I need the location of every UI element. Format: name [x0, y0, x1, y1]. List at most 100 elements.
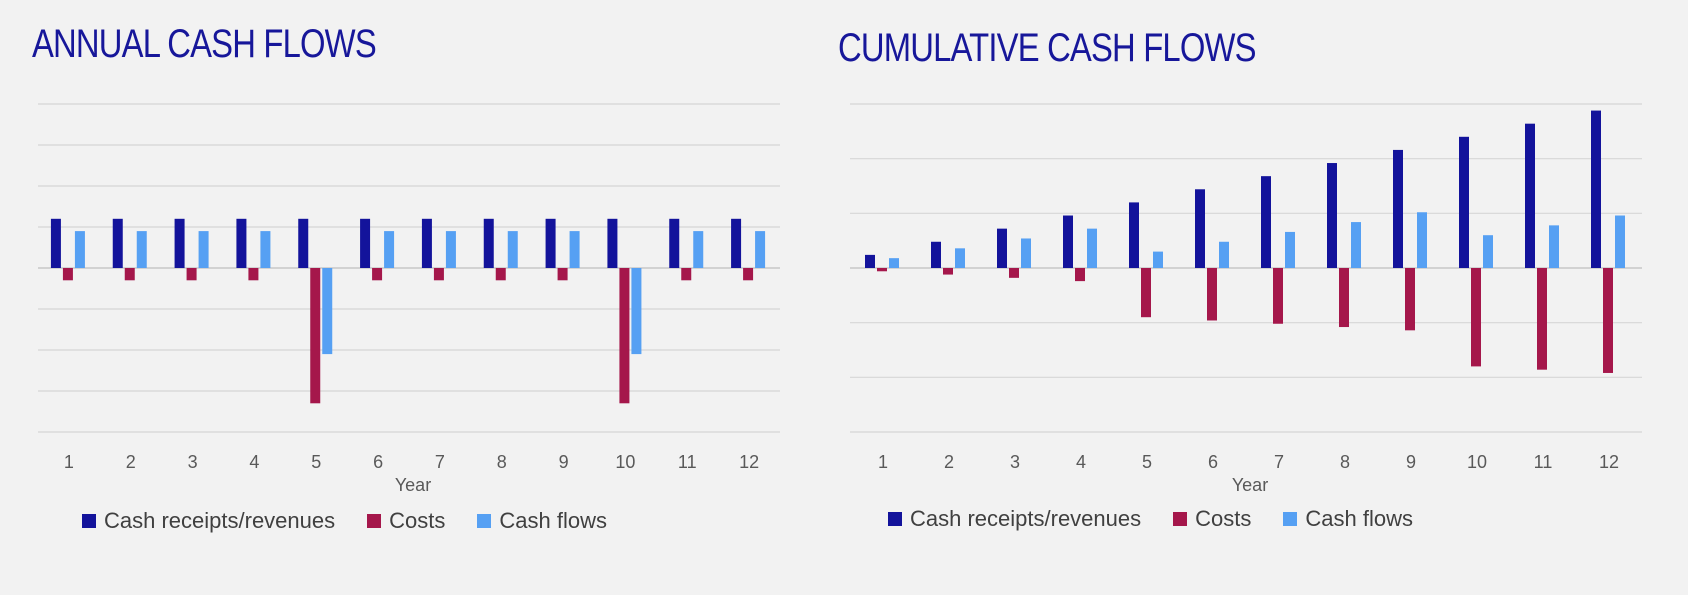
bar: [1603, 268, 1613, 373]
x-tick-label: 11: [678, 452, 697, 472]
x-tick-label: 10: [615, 452, 635, 472]
bar: [669, 218, 680, 268]
x-tick-label: 5: [1142, 452, 1152, 472]
bar: [1207, 268, 1217, 321]
x-tick-label: 4: [249, 452, 259, 472]
series-2: [889, 212, 1625, 268]
x-tick-label: 3: [1010, 452, 1020, 472]
x-tick-label: 5: [311, 452, 321, 472]
cumulative-cash-flows-panel: CUMULATIVE CASH FLOWS 1 2 3 4 5 6 7 8 9 10 11 12 Yea…: [838, 0, 1688, 595]
bar: [997, 228, 1007, 268]
legend-label-cash-flows: Cash flows: [499, 508, 607, 533]
x-tick-label: 1: [878, 452, 888, 472]
x-tick-label: 1: [64, 452, 74, 472]
bar: [731, 218, 742, 268]
bar: [1525, 123, 1535, 269]
x-tick-label: 6: [373, 452, 383, 472]
bar: [1129, 202, 1139, 268]
bar: [186, 268, 197, 281]
bar: [1549, 225, 1559, 268]
bar: [607, 218, 618, 268]
x-tick-label: 2: [126, 452, 136, 472]
bar: [1141, 268, 1151, 318]
annual-cash-flows-panel: ANNUAL CASH FLOWS 1 2 3 4 5 6 7 8 9 10 11 12 Year Ca…: [32, 22, 780, 534]
legend-item-costs: Costs: [1173, 506, 1251, 532]
series-2: [74, 231, 766, 355]
bar: [1285, 231, 1295, 268]
x-tick-labels: 1 2 3 4 5 6 7 8 9 10 11 12: [64, 452, 759, 472]
bar: [1405, 268, 1415, 331]
chart-title: ANNUAL CASH FLOWS: [32, 22, 377, 66]
bar: [1219, 241, 1229, 268]
x-tick-label: 2: [944, 452, 954, 472]
legend-label-revenues: Cash receipts/revenues: [104, 508, 336, 533]
x-tick-label: 7: [435, 452, 445, 472]
bar: [483, 218, 494, 268]
bar: [50, 218, 61, 268]
x-tick-label: 8: [1340, 452, 1350, 472]
x-axis-label: Year: [395, 475, 431, 495]
gridlines: [850, 103, 1642, 433]
legend-label-costs: Costs: [1195, 506, 1252, 531]
bar: [1471, 268, 1481, 367]
bar: [1393, 149, 1403, 268]
bar: [1075, 268, 1085, 282]
bar: [955, 248, 965, 268]
legend-item-revenues: Cash receipts/revenues: [82, 508, 335, 534]
bar: [1063, 215, 1073, 268]
bar: [1615, 215, 1625, 268]
chart-title: CUMULATIVE CASH FLOWS: [838, 26, 1257, 70]
bar: [557, 268, 568, 281]
series-1: [877, 268, 1613, 373]
bar: [372, 268, 383, 281]
bar: [445, 231, 456, 268]
bar: [865, 254, 875, 268]
bar: [236, 218, 247, 268]
bar: [136, 231, 147, 268]
bar: [1195, 189, 1205, 268]
x-tick-label: 10: [1467, 452, 1487, 472]
bar: [1327, 163, 1337, 268]
bar: [1351, 222, 1361, 268]
legend: Cash receipts/revenues Costs Cash flows: [82, 508, 607, 534]
x-tick-label: 12: [1599, 452, 1619, 472]
legend-swatch-cash-flows: [1283, 512, 1298, 526]
legend-item-cash-flows: Cash flows: [477, 508, 607, 534]
bar: [1087, 228, 1097, 268]
bar: [322, 268, 333, 355]
bar: [619, 268, 630, 404]
bar: [1339, 268, 1349, 328]
bar: [1009, 268, 1019, 278]
bar: [1483, 235, 1493, 268]
bar: [495, 268, 506, 281]
bar: [248, 268, 259, 281]
x-tick-labels: 1 2 3 4 5 6 7 8 9 10 11 12: [878, 452, 1619, 472]
x-tick-label: 12: [739, 452, 759, 472]
bar: [569, 231, 580, 268]
legend-item-cash-flows: Cash flows: [1283, 506, 1413, 532]
bar: [198, 231, 209, 268]
series-1: [62, 268, 754, 404]
bar: [1417, 212, 1427, 268]
bar: [1459, 136, 1469, 268]
legend-label-cash-flows: Cash flows: [1305, 506, 1413, 531]
series-0: [50, 218, 742, 268]
x-tick-label: 4: [1076, 452, 1086, 472]
x-tick-label: 9: [1406, 452, 1416, 472]
bar: [433, 268, 444, 281]
bar: [260, 231, 271, 268]
legend-item-costs: Costs: [367, 508, 445, 534]
bar: [877, 268, 887, 272]
gridlines: [38, 103, 780, 433]
bar: [743, 268, 754, 281]
bar: [1591, 110, 1601, 268]
bar: [298, 218, 309, 268]
bar: [943, 268, 953, 275]
x-axis-label: Year: [1232, 475, 1268, 495]
x-tick-label: 11: [1534, 452, 1553, 472]
x-tick-label: 9: [559, 452, 569, 472]
legend: Cash receipts/revenues Costs Cash flows: [888, 506, 1413, 532]
bar: [755, 231, 766, 268]
